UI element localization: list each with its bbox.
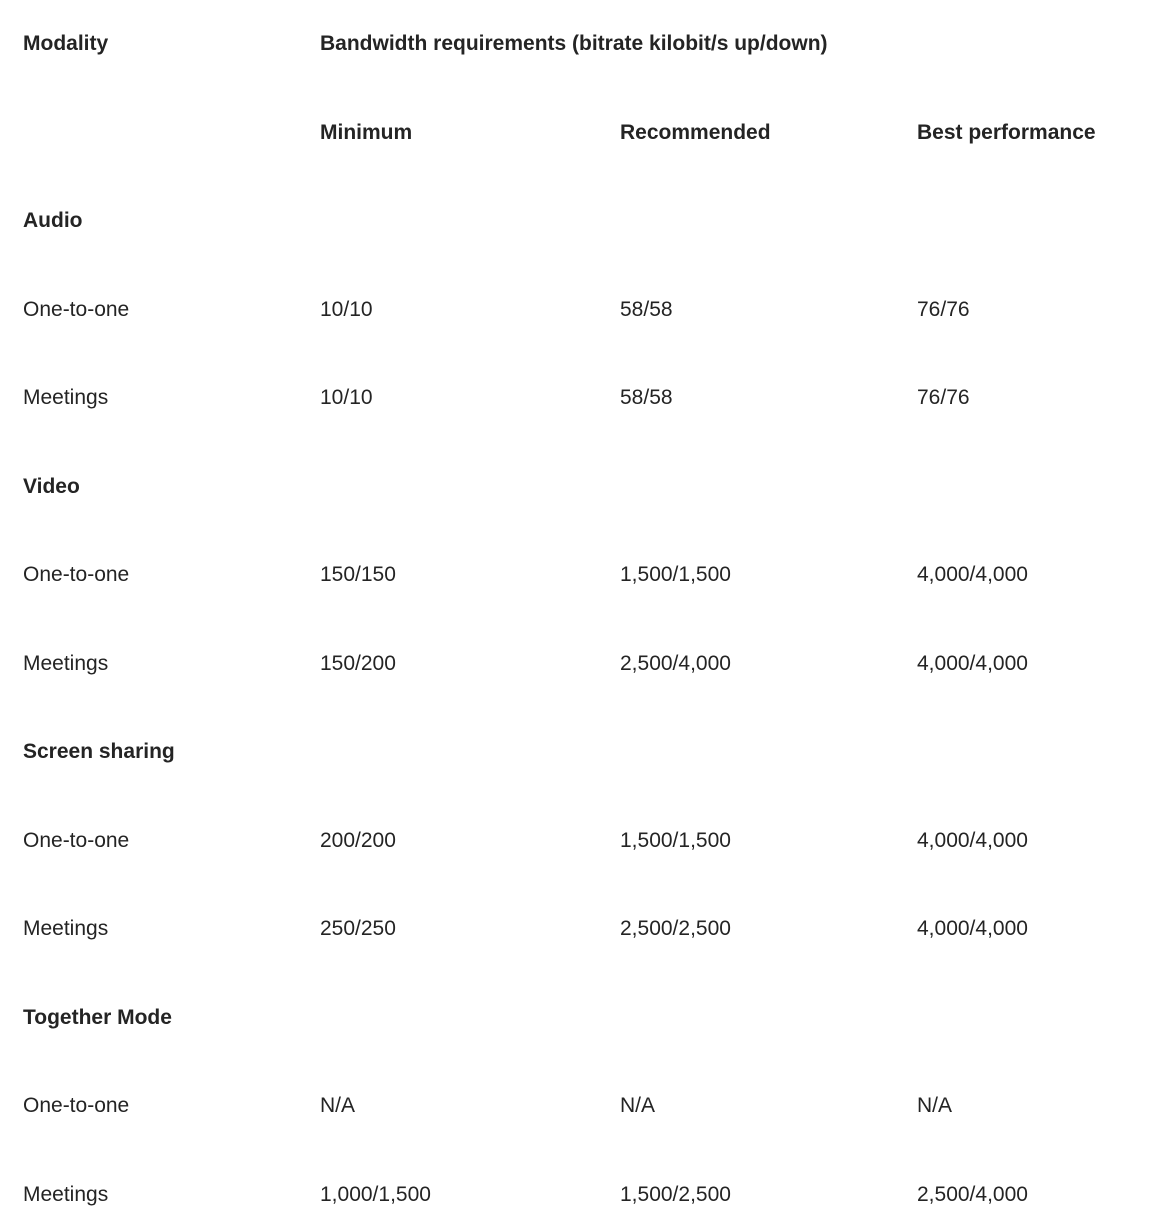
column-header-best-performance: Best performance <box>917 120 1096 144</box>
row-label: Meetings <box>23 651 109 675</box>
empty-cell <box>894 177 1164 266</box>
row-label: Meetings <box>23 386 109 410</box>
best-performance-value: 2,500/4,000 <box>917 1182 1028 1206</box>
recommended-value: 58/58 <box>620 386 673 410</box>
recommended-value: 2,500/4,000 <box>620 651 731 675</box>
row-label: Meetings <box>23 1182 109 1206</box>
minimum-value: 250/250 <box>320 917 396 941</box>
row-label: One-to-one <box>23 828 130 852</box>
row-screen-sharing-one-to-one: One-to-one 200/200 1,500/1,500 4,000/4,0… <box>0 797 1164 886</box>
row-video-meetings: Meetings 150/200 2,500/4,000 4,000/4,000 <box>0 620 1164 709</box>
column-header-minimum: Minimum <box>320 120 413 144</box>
row-video-one-to-one: One-to-one 150/150 1,500/1,500 4,000/4,0… <box>0 531 1164 620</box>
best-performance-value: 4,000/4,000 <box>917 563 1028 587</box>
section-name: Together Mode <box>23 1005 172 1029</box>
best-performance-value: 4,000/4,000 <box>917 917 1028 941</box>
best-performance-value: 4,000/4,000 <box>917 828 1028 852</box>
row-label: One-to-one <box>23 297 130 321</box>
row-screen-sharing-meetings: Meetings 250/250 2,500/2,500 4,000/4,000 <box>0 885 1164 974</box>
row-together-mode-one-to-one: One-to-one N/A N/A N/A <box>0 1062 1164 1151</box>
recommended-value: 1,500/1,500 <box>620 563 731 587</box>
minimum-value: 10/10 <box>320 297 373 321</box>
section-name: Video <box>23 474 80 498</box>
best-performance-value: 76/76 <box>917 297 970 321</box>
table-header-row: Modality Bandwidth requirements (bitrate… <box>0 0 1164 89</box>
section-name: Audio <box>23 209 83 233</box>
empty-cell <box>297 443 597 532</box>
column-header-recommended: Recommended <box>620 120 771 144</box>
section-header-audio: Audio <box>0 177 1164 266</box>
empty-cell <box>297 177 597 266</box>
section-name: Screen sharing <box>23 740 175 764</box>
recommended-value: 1,500/1,500 <box>620 828 731 852</box>
minimum-value: 150/200 <box>320 651 396 675</box>
empty-cell <box>597 708 894 797</box>
recommended-value: 1,500/2,500 <box>620 1182 731 1206</box>
empty-cell <box>894 443 1164 532</box>
column-header-bandwidth: Bandwidth requirements (bitrate kilobit/… <box>320 32 828 56</box>
empty-cell <box>297 974 597 1063</box>
minimum-value: 150/150 <box>320 563 396 587</box>
recommended-value: 2,500/2,500 <box>620 917 731 941</box>
section-header-video: Video <box>0 443 1164 532</box>
best-performance-value: N/A <box>917 1094 953 1118</box>
empty-cell <box>894 974 1164 1063</box>
empty-cell <box>297 708 597 797</box>
empty-cell <box>597 177 894 266</box>
best-performance-value: 76/76 <box>917 386 970 410</box>
section-header-screen-sharing: Screen sharing <box>0 708 1164 797</box>
recommended-value: 58/58 <box>620 297 673 321</box>
recommended-value: N/A <box>620 1094 656 1118</box>
minimum-value: 1,000/1,500 <box>320 1182 431 1206</box>
row-audio-one-to-one: One-to-one 10/10 58/58 76/76 <box>0 266 1164 355</box>
empty-cell <box>597 443 894 532</box>
row-label: One-to-one <box>23 563 130 587</box>
column-header-modality: Modality <box>23 32 109 56</box>
minimum-value: N/A <box>320 1094 356 1118</box>
row-label: One-to-one <box>23 1094 130 1118</box>
empty-cell <box>597 974 894 1063</box>
minimum-value: 10/10 <box>320 386 373 410</box>
table-subheader-row: Minimum Recommended Best performance <box>0 89 1164 178</box>
section-header-together-mode: Together Mode <box>0 974 1164 1063</box>
best-performance-value: 4,000/4,000 <box>917 651 1028 675</box>
minimum-value: 200/200 <box>320 828 396 852</box>
row-together-mode-meetings: Meetings 1,000/1,500 1,500/2,500 2,500/4… <box>0 1151 1164 1229</box>
subheader-empty-cell <box>0 89 297 178</box>
row-label: Meetings <box>23 917 109 941</box>
row-audio-meetings: Meetings 10/10 58/58 76/76 <box>0 354 1164 443</box>
empty-cell <box>894 708 1164 797</box>
